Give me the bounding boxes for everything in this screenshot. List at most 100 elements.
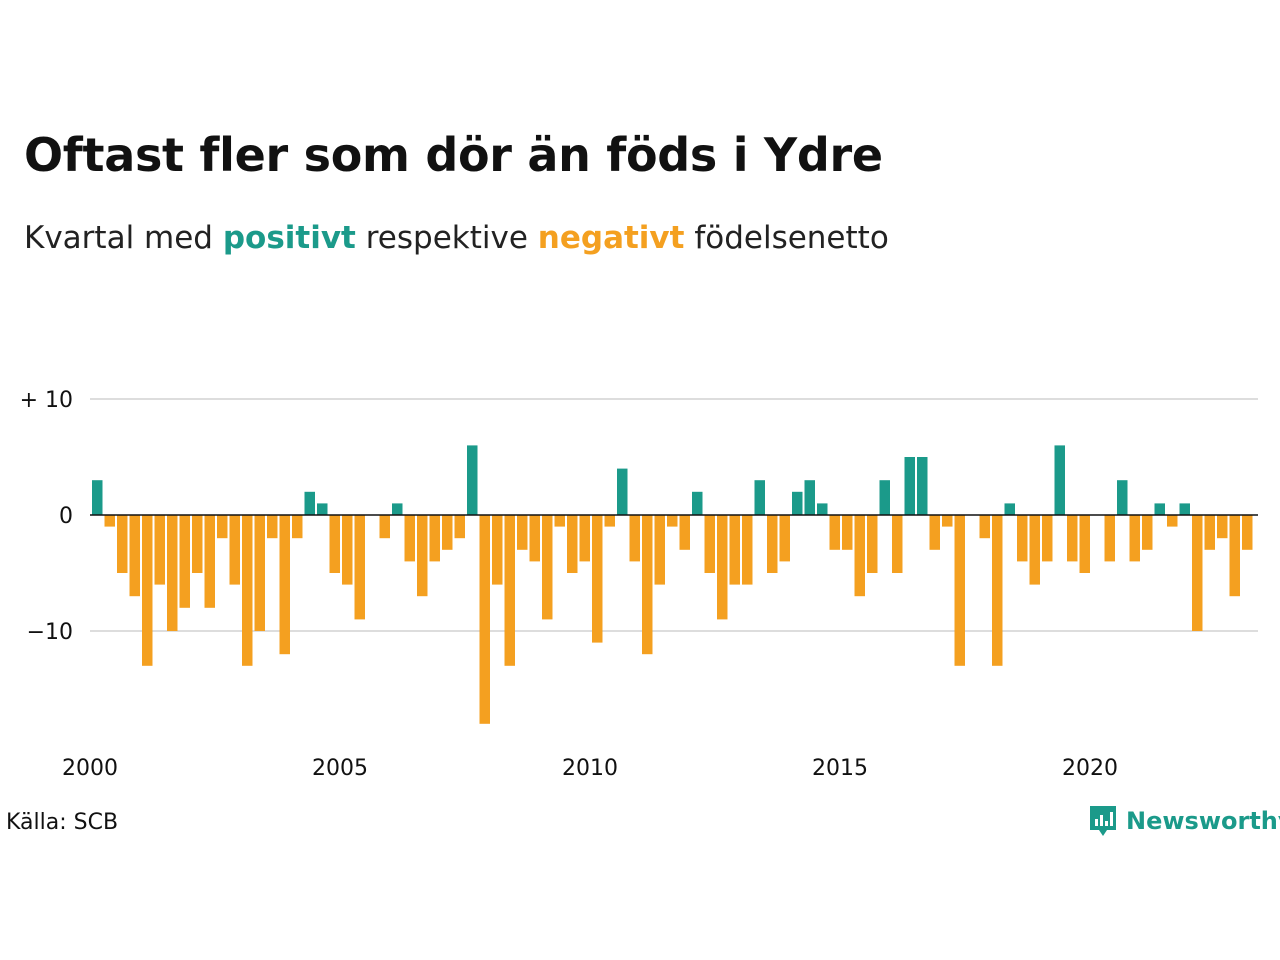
bar [1242,515,1253,550]
bar [929,515,940,550]
bar [1017,515,1028,562]
bar [679,515,690,550]
newsworthy-chart-icon [1090,806,1116,836]
bar [1167,515,1178,527]
bar [729,515,740,585]
bars [92,445,1253,724]
bar [379,515,390,539]
bar [354,515,365,620]
bar [442,515,453,550]
bar [529,515,540,562]
bar [1204,515,1215,550]
bar [654,515,665,585]
bar [567,515,578,573]
y-tick-label: + 10 [20,388,73,413]
bar [317,503,328,515]
bar [517,515,528,550]
bar [1004,503,1015,515]
bar [892,515,903,573]
bar [179,515,190,608]
bar [117,515,128,573]
bar [579,515,590,562]
bar [192,515,203,573]
bar [1067,515,1078,562]
source-label: Källa: SCB [6,810,119,835]
y-tick-label: 0 [59,504,73,529]
bar [404,515,415,562]
bar [742,515,753,585]
bar [304,491,315,515]
bar [842,515,853,550]
x-tick-label: 2000 [62,756,118,781]
bar [217,515,228,539]
subtitle-part3: födelsenetto [684,220,889,256]
bar [1117,480,1128,515]
bar [392,503,403,515]
bar [554,515,565,527]
bar [267,515,278,539]
bar [229,515,240,585]
logo-text: Newsworthy [1126,807,1280,835]
x-axis-labels: 2000 2005 2010 2015 2020 [62,756,1118,781]
chart-title: Oftast fler som dör än föds i Ydre [24,128,883,182]
bar [717,515,728,620]
bar [1054,445,1065,515]
bar [1229,515,1240,597]
bar [167,515,178,631]
x-tick-label: 2010 [562,756,618,781]
bar [329,515,340,573]
bar [204,515,215,608]
subtitle-part2: respektive [355,220,538,256]
bar [1179,503,1190,515]
x-tick-label: 2020 [1062,756,1118,781]
bar [767,515,778,573]
bar-chart: + 10 0 −10 2000 2005 2010 2015 2020 [20,388,1258,781]
bar [642,515,653,655]
bar [429,515,440,562]
bar [942,515,953,527]
bar [254,515,265,631]
bar [779,515,790,562]
bar [592,515,603,643]
bar [417,515,428,597]
bar [667,515,678,527]
x-tick-label: 2015 [812,756,868,781]
bar [542,515,553,620]
bar [1154,503,1165,515]
bar [854,515,865,597]
bar [804,480,815,515]
bar [992,515,1003,666]
bar [979,515,990,539]
bar [467,445,478,515]
bar [104,515,115,527]
bar [292,515,303,539]
y-axis-labels: + 10 0 −10 [20,388,73,645]
subtitle-part1: Kvartal med [24,220,223,256]
bar [492,515,503,585]
y-tick-label: −10 [27,620,73,645]
bar [604,515,615,527]
bar [817,503,828,515]
bar [629,515,640,562]
bar [142,515,153,666]
subtitle-negative-word: negativt [537,220,685,256]
bar [1129,515,1140,562]
bar [1192,515,1203,631]
bar [504,515,515,666]
bar [1142,515,1153,550]
x-tick-label: 2005 [312,756,368,781]
bar [1042,515,1053,562]
newsworthy-logo: Newsworthy [1088,804,1280,838]
bar [792,491,803,515]
bar [454,515,465,539]
bar [479,515,490,724]
bar [879,480,890,515]
bar [1104,515,1115,562]
bar [1217,515,1228,539]
bar [92,480,103,515]
bar [692,491,703,515]
bar [1029,515,1040,585]
bar [867,515,878,573]
bar [242,515,253,666]
bar [617,468,628,515]
